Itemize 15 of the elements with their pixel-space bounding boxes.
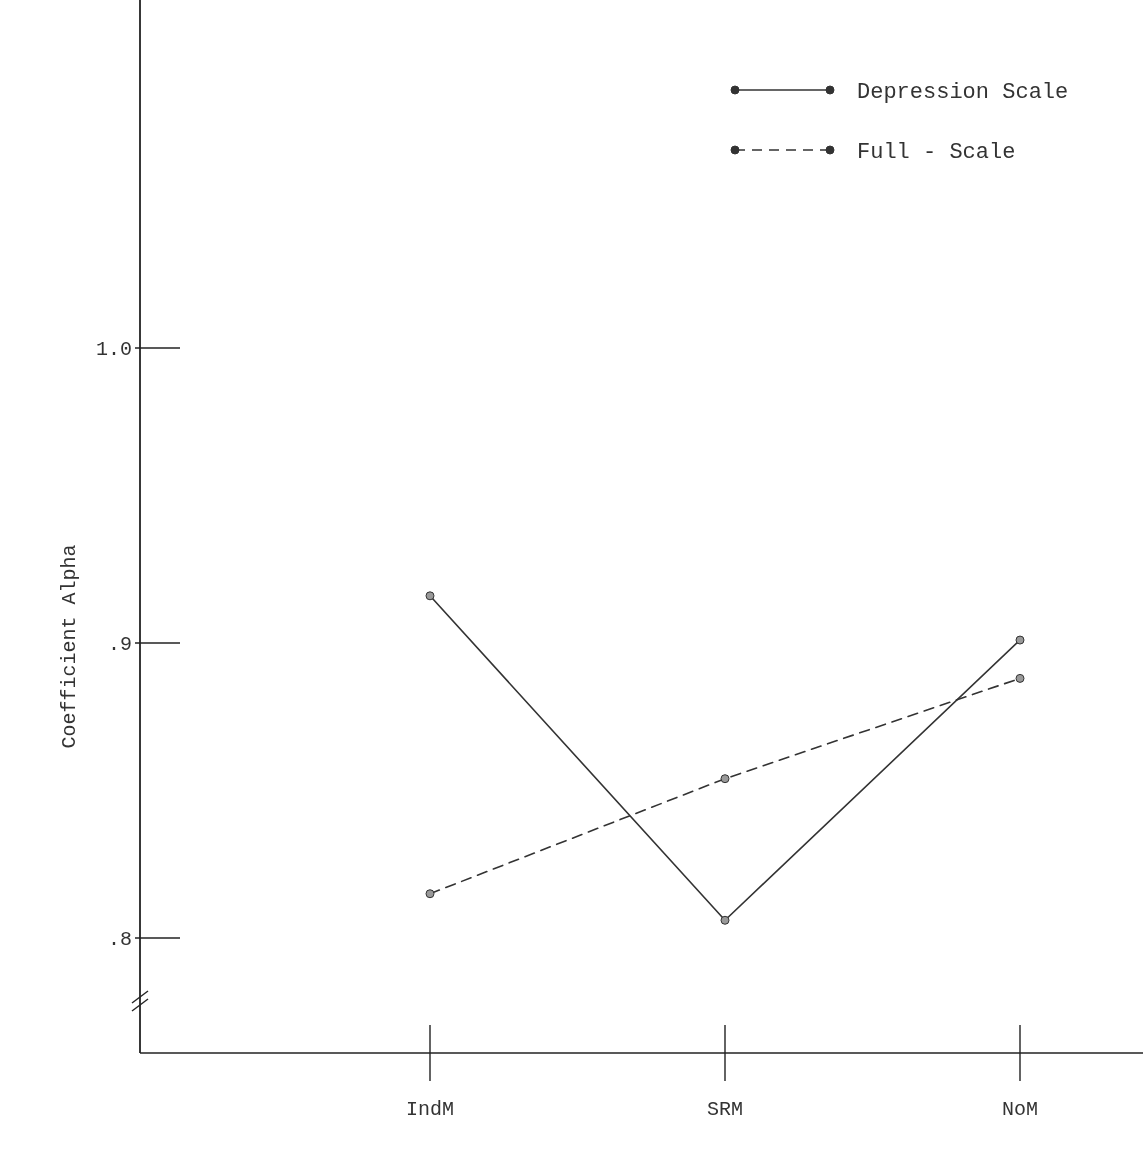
point [720, 915, 730, 925]
y-tick-label: .8 [107, 927, 132, 951]
legend-label: Depression Scale [857, 79, 1069, 105]
x-tick-label: IndM [405, 1098, 455, 1121]
x-tick-label: SRM [706, 1098, 744, 1121]
point [425, 591, 435, 601]
point [425, 889, 435, 899]
y-tick-label: 1.0 [95, 338, 132, 362]
point [1015, 635, 1025, 645]
y-tick-label: .9 [107, 633, 132, 657]
point [1015, 673, 1025, 683]
y-axis-title: Coefficient Alpha [58, 544, 81, 749]
point [720, 774, 730, 784]
x-tick-label: NoM [1001, 1098, 1039, 1121]
legend-label: Full - Scale [857, 139, 1016, 165]
